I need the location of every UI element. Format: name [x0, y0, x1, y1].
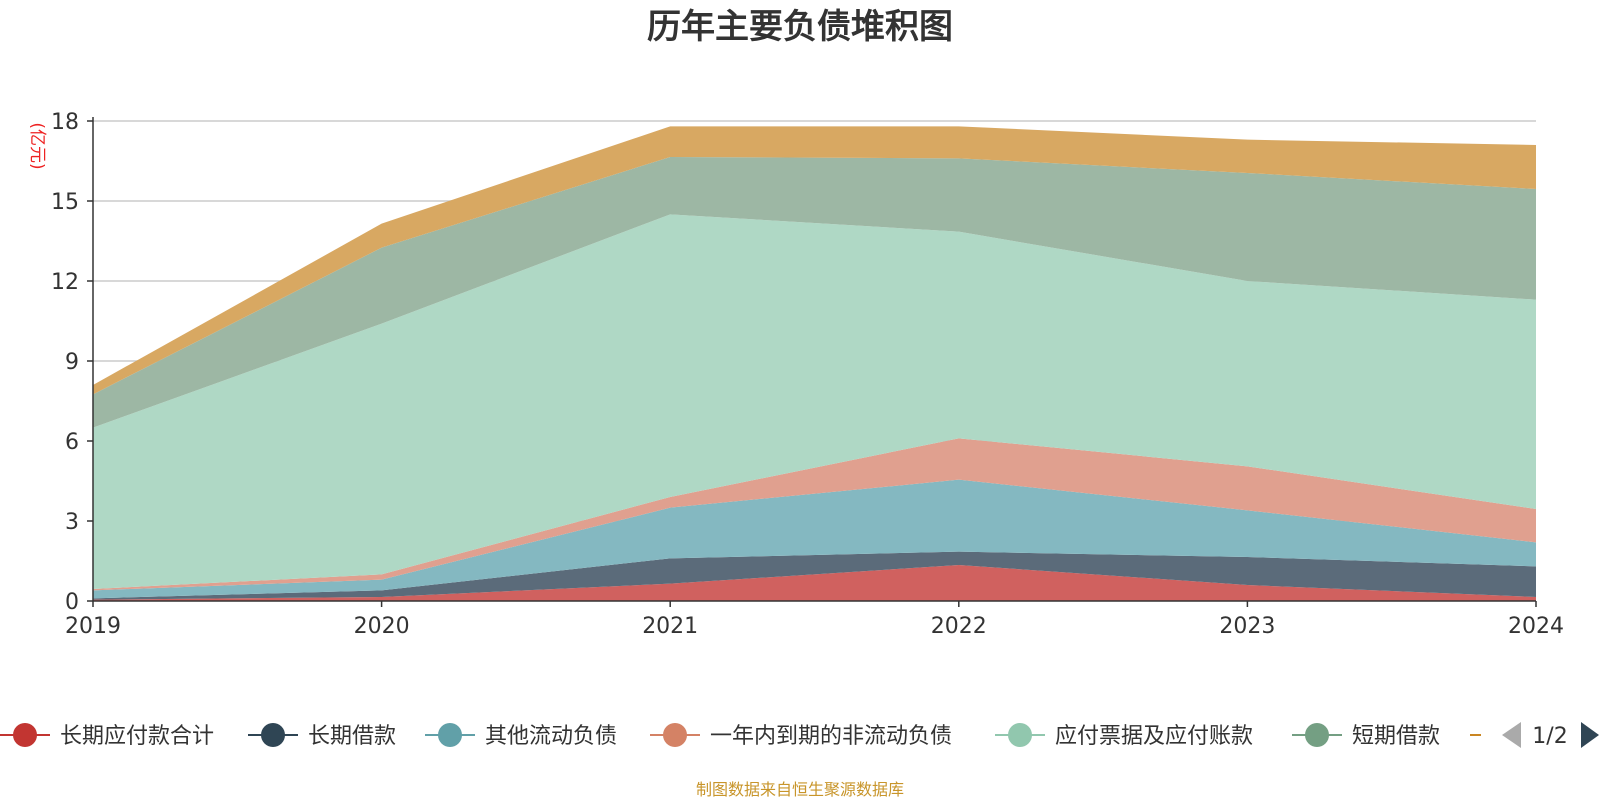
legend-marker — [261, 723, 285, 747]
area-series-5 — [93, 157, 1536, 428]
y-tick-label: 18 — [51, 110, 79, 135]
y-tick-label: 0 — [65, 590, 79, 615]
data-source-note: 制图数据来自恒生聚源数据库 — [696, 780, 904, 799]
area-series-4 — [93, 214, 1536, 590]
legend-item[interactable]: 应付票据及应付账款 — [995, 723, 1253, 749]
legend-label: 短期借款 — [1352, 724, 1440, 749]
area-series-6 — [93, 126, 1536, 395]
legend-prev-icon[interactable] — [1502, 722, 1521, 748]
x-tick-label: 2023 — [1219, 614, 1275, 639]
legend-marker — [663, 723, 687, 747]
area-series — [93, 126, 1536, 601]
y-tick-label: 9 — [65, 350, 79, 375]
legend-next-icon[interactable] — [1581, 722, 1599, 748]
x-tick-label: 2019 — [65, 614, 121, 639]
x-tick-label: 2024 — [1508, 614, 1564, 639]
y-tick-label: 6 — [65, 430, 79, 455]
legend: 长期应付款合计 长期借款 其他流动负债 一年内到期的非流动负债 应付票据及应付账款 短期借… — [0, 722, 1599, 749]
legend-label: 长期借款 — [308, 724, 396, 749]
legend-item[interactable]: 其他流动负债 — [425, 723, 617, 749]
x-tick-label: 2021 — [642, 614, 698, 639]
y-axis-unit: (亿元) — [27, 122, 47, 169]
legend-marker — [438, 723, 462, 747]
x-tick-label: 2020 — [354, 614, 410, 639]
legend-item[interactable]: 短期借款 — [1292, 723, 1440, 749]
legend-label: 应付票据及应付账款 — [1055, 724, 1253, 749]
area-series-3 — [93, 438, 1536, 591]
legend-page-indicator: 1/2 — [1532, 724, 1567, 749]
legend-label: 其他流动负债 — [485, 724, 617, 749]
area-series-0 — [93, 565, 1536, 601]
y-tick-label: 12 — [51, 270, 79, 295]
legend-item[interactable]: 长期借款 — [248, 723, 396, 749]
legend-label: 长期应付款合计 — [60, 724, 214, 749]
axes: 0 3 6 9 12 15 18 2019 2020 2021 2022 2023 2024 — [51, 110, 1564, 639]
legend-item[interactable]: 长期应付款合计 — [0, 723, 214, 749]
legend-marker — [1305, 723, 1329, 747]
legend-marker — [1008, 723, 1032, 747]
y-tick-label: 3 — [65, 510, 79, 535]
legend-item[interactable]: 一年内到期的非流动负债 — [650, 723, 952, 749]
y-tick-label: 15 — [51, 190, 79, 215]
chart-title: 历年主要负债堆积图 — [647, 7, 953, 47]
legend-label: 一年内到期的非流动负债 — [710, 724, 952, 749]
area-series-2 — [93, 479, 1536, 599]
area-series-1 — [93, 551, 1536, 600]
x-tick-label: 2022 — [931, 614, 987, 639]
legend-marker — [13, 723, 37, 747]
